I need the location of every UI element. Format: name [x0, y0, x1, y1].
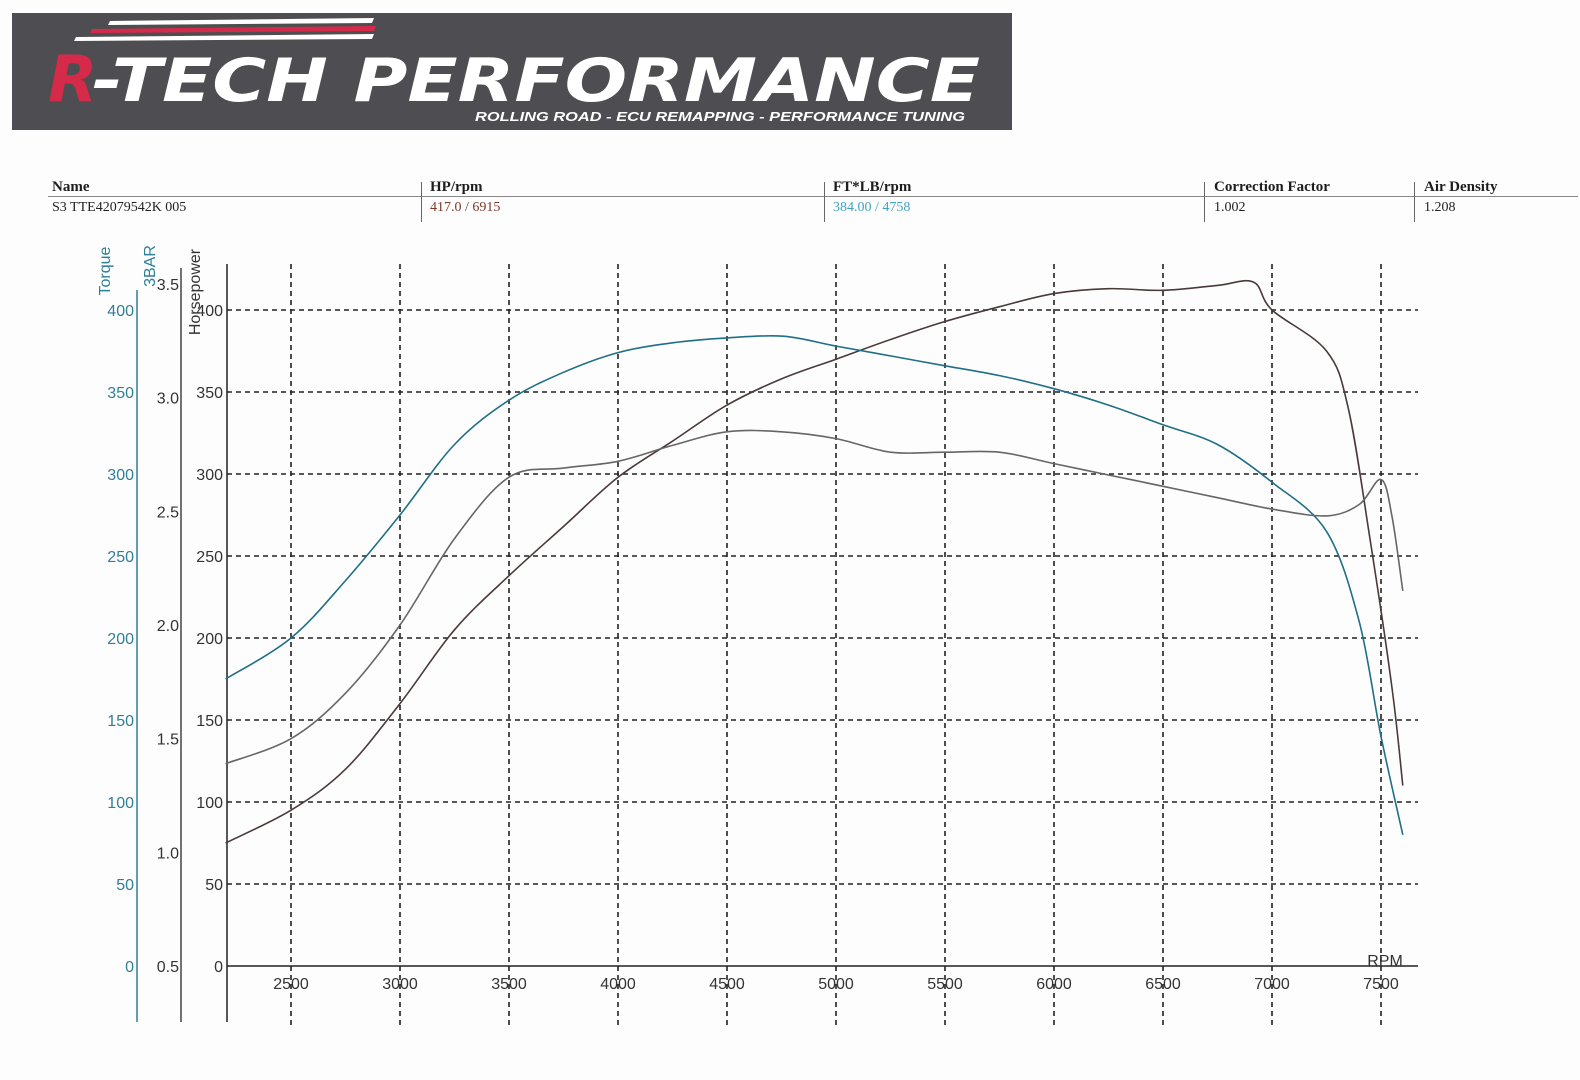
- x-tick-label: 4000: [600, 976, 636, 993]
- boost-curve: [225, 429, 1404, 765]
- info-divider: [48, 196, 1578, 197]
- x-tick-label: 3500: [491, 976, 527, 993]
- boost-axis-title: 3BAR: [142, 245, 159, 287]
- chart-grid: [227, 264, 1418, 1026]
- x-tick-label: 6500: [1145, 976, 1181, 993]
- boost-tick-label: 2.0: [157, 618, 179, 635]
- air-density-value: 1.208: [1424, 200, 1456, 215]
- hp-tick-label: 0: [214, 959, 223, 976]
- correction-factor-value: 1.002: [1214, 200, 1246, 215]
- torque-curve: [225, 334, 1404, 835]
- torque-tick-label: 400: [107, 303, 134, 320]
- hp-tick-label: 200: [196, 631, 223, 648]
- brand-r: R: [48, 43, 97, 117]
- horsepower-curve: [225, 279, 1404, 844]
- torque-tick-label: 100: [107, 795, 134, 812]
- x-tick-label: 3000: [382, 976, 418, 993]
- name-value: S3 TTE42079542K 005: [52, 200, 187, 215]
- boost-tick-label: 3.5: [157, 277, 179, 294]
- boost-tick-label: 2.5: [157, 504, 179, 521]
- brand-banner: R -TECH PERFORMANCE ROLLING ROAD - ECU R…: [12, 13, 1012, 130]
- hp-tick-label: 400: [196, 303, 223, 320]
- torque-label: FT*LB/rpm: [833, 179, 912, 195]
- x-tick-label: 7000: [1254, 976, 1290, 993]
- boost-tick-label: 0.5: [157, 959, 179, 976]
- boost-tick-label: 1.0: [157, 845, 179, 862]
- brand-tagline: ROLLING ROAD - ECU REMAPPING - PERFORMAN…: [475, 109, 965, 124]
- boost-tick-label: 1.5: [157, 732, 179, 749]
- torque-value: 384.00 / 4758: [833, 200, 911, 215]
- torque-tick-label: 350: [107, 385, 134, 402]
- torque-tick-label: 0: [125, 959, 134, 976]
- hp-tick-label: 150: [196, 713, 223, 730]
- dyno-chart: 2500 3000 3500 4000 4500 5000 5500 6000 6500 7000…: [97, 245, 1418, 1026]
- torque-tick-label: 200: [107, 631, 134, 648]
- hp-tick-label: 250: [196, 549, 223, 566]
- x-tick-label: 4500: [709, 976, 745, 993]
- torque-axis-title: Torque: [97, 246, 114, 295]
- chart-axes: 2500 3000 3500 4000 4500 5000 5500 6000 6500 7000…: [97, 245, 1418, 1022]
- info-separator: [1204, 182, 1205, 222]
- hp-value: 417.0 / 6915: [430, 200, 501, 215]
- brand-logo: R -TECH PERFORMANCE ROLLING ROAD - ECU R…: [48, 18, 980, 124]
- hp-label: HP/rpm: [430, 179, 483, 195]
- x-tick-label: 7500: [1363, 976, 1399, 993]
- x-axis-label: RPM: [1367, 953, 1403, 970]
- torque-tick-label: 250: [107, 549, 134, 566]
- info-separator: [1414, 182, 1415, 222]
- name-label: Name: [52, 179, 90, 195]
- boost-tick-label: 3.0: [157, 391, 179, 408]
- info-separator: [824, 182, 825, 222]
- info-separator: [421, 182, 422, 222]
- x-tick-label: 6000: [1036, 976, 1072, 993]
- torque-tick-label: 50: [116, 877, 134, 894]
- x-tick-label: 5000: [818, 976, 854, 993]
- hp-tick-label: 350: [196, 385, 223, 402]
- brand-name: -TECH PERFORMANCE: [92, 46, 980, 116]
- hp-axis-title: Horsepower: [187, 248, 204, 335]
- run-info-table: Name S3 TTE42079542K 005 HP/rpm 417.0 / …: [0, 176, 1580, 226]
- air-density-label: Air Density: [1424, 179, 1498, 195]
- chart-series: [225, 279, 1404, 844]
- x-tick-label: 5500: [927, 976, 963, 993]
- correction-factor-label: Correction Factor: [1214, 179, 1330, 195]
- torque-tick-label: 300: [107, 467, 134, 484]
- hp-tick-label: 100: [196, 795, 223, 812]
- x-tick-label: 2500: [273, 976, 309, 993]
- hp-tick-label: 50: [205, 877, 223, 894]
- torque-tick-label: 150: [107, 713, 134, 730]
- hp-tick-label: 300: [196, 467, 223, 484]
